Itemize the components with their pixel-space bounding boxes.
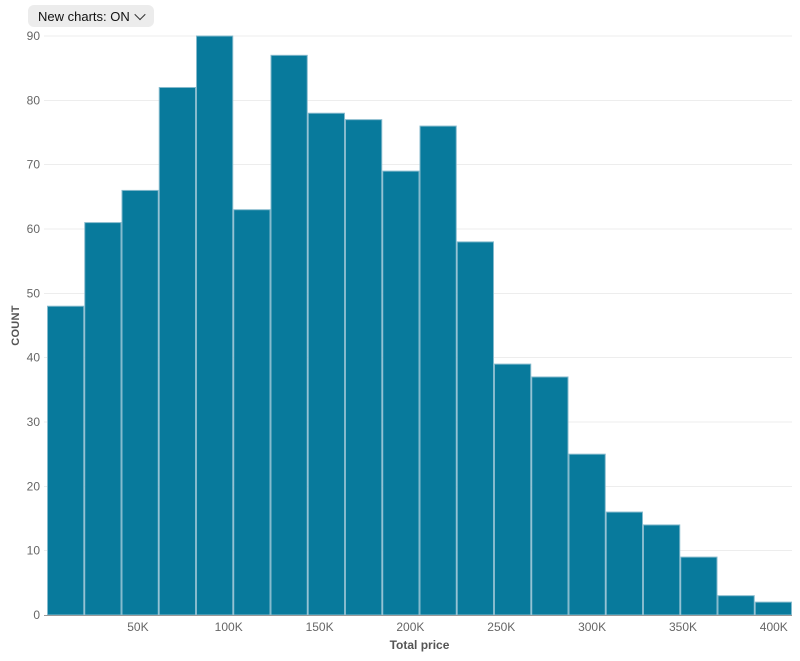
x-axis-tick-label: 200K xyxy=(396,620,424,634)
histogram-bar[interactable] xyxy=(456,241,494,616)
histogram-bar[interactable] xyxy=(307,112,345,616)
histogram-bar[interactable] xyxy=(270,54,308,616)
y-axis-tick-label: 20 xyxy=(27,479,41,493)
y-axis-title: COUNT xyxy=(10,305,22,346)
histogram-bar[interactable] xyxy=(531,376,569,616)
histogram-bar[interactable] xyxy=(47,305,85,616)
x-axis-tick-label: 250K xyxy=(487,620,515,634)
y-axis-tick-label: 60 xyxy=(27,222,41,236)
histogram-bar[interactable] xyxy=(717,595,755,616)
histogram-bar[interactable] xyxy=(84,222,122,616)
y-axis-tick-label: 40 xyxy=(27,351,41,365)
histogram-bar[interactable] xyxy=(196,35,234,616)
x-axis-tick-label: 150K xyxy=(306,620,334,634)
histogram-bar[interactable] xyxy=(121,189,159,616)
histogram-bar[interactable] xyxy=(233,209,271,616)
y-axis-tick-label: 0 xyxy=(33,608,40,622)
histogram-bar[interactable] xyxy=(419,125,457,616)
x-axis-tick-label: 400K xyxy=(760,620,788,634)
x-axis-tick-label: 100K xyxy=(215,620,243,634)
histogram-bar[interactable] xyxy=(568,453,606,616)
histogram-bar[interactable] xyxy=(158,86,196,616)
y-axis-tick-label: 90 xyxy=(27,29,41,43)
y-axis-tick-label: 70 xyxy=(27,158,41,172)
histogram-bar[interactable] xyxy=(605,511,643,616)
y-axis-tick-label: 50 xyxy=(27,286,41,300)
histogram-bar[interactable] xyxy=(643,524,681,616)
y-axis-tick-label: 30 xyxy=(27,415,41,429)
x-axis-tick-label: 350K xyxy=(669,620,697,634)
histogram-bar[interactable] xyxy=(494,363,532,616)
y-axis-tick-label: 10 xyxy=(27,544,41,558)
new-charts-dropdown[interactable]: New charts: ON xyxy=(28,5,154,27)
y-axis-tick-label: 80 xyxy=(27,93,41,107)
histogram-bar[interactable] xyxy=(754,601,792,616)
new-charts-dropdown-label: New charts: ON xyxy=(38,8,130,24)
x-axis-tick-label: 50K xyxy=(127,620,148,634)
histogram-bar[interactable] xyxy=(382,170,420,616)
x-axis-tick-label: 300K xyxy=(578,620,606,634)
histogram-bar[interactable] xyxy=(680,556,718,616)
x-axis-title: Total price xyxy=(390,638,450,652)
histogram-bar[interactable] xyxy=(345,119,383,616)
